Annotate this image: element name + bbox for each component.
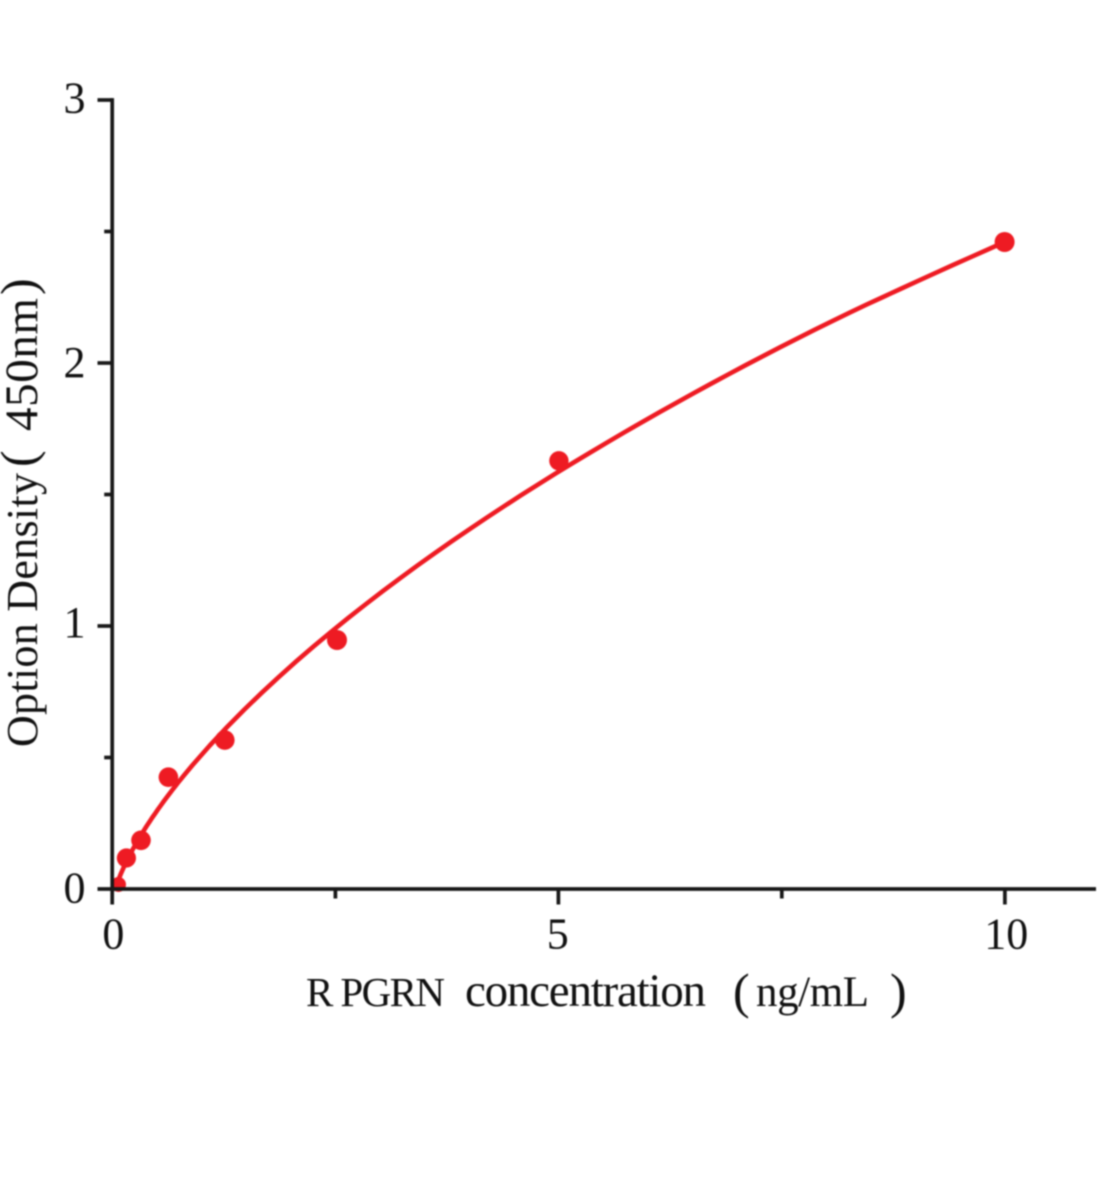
svg-text:ng/mL: ng/mL (756, 969, 869, 1016)
svg-text:2: 2 (64, 338, 86, 387)
svg-text:0: 0 (64, 864, 86, 913)
svg-text:): ) (0, 278, 46, 295)
svg-text:5: 5 (547, 910, 569, 959)
svg-text:0: 0 (102, 910, 124, 959)
svg-text:concentration: concentration (465, 965, 706, 1017)
svg-text:Option Density: Option Density (0, 473, 47, 747)
svg-text:3: 3 (64, 74, 86, 123)
svg-text:(: ( (733, 963, 750, 1019)
svg-text:): ) (890, 963, 907, 1019)
svg-text:1: 1 (64, 598, 86, 647)
svg-text:10: 10 (984, 910, 1028, 959)
svg-text:450nm: 450nm (0, 298, 48, 431)
svg-text:(: ( (0, 450, 46, 467)
svg-text:R PGRN: R PGRN (306, 969, 445, 1015)
